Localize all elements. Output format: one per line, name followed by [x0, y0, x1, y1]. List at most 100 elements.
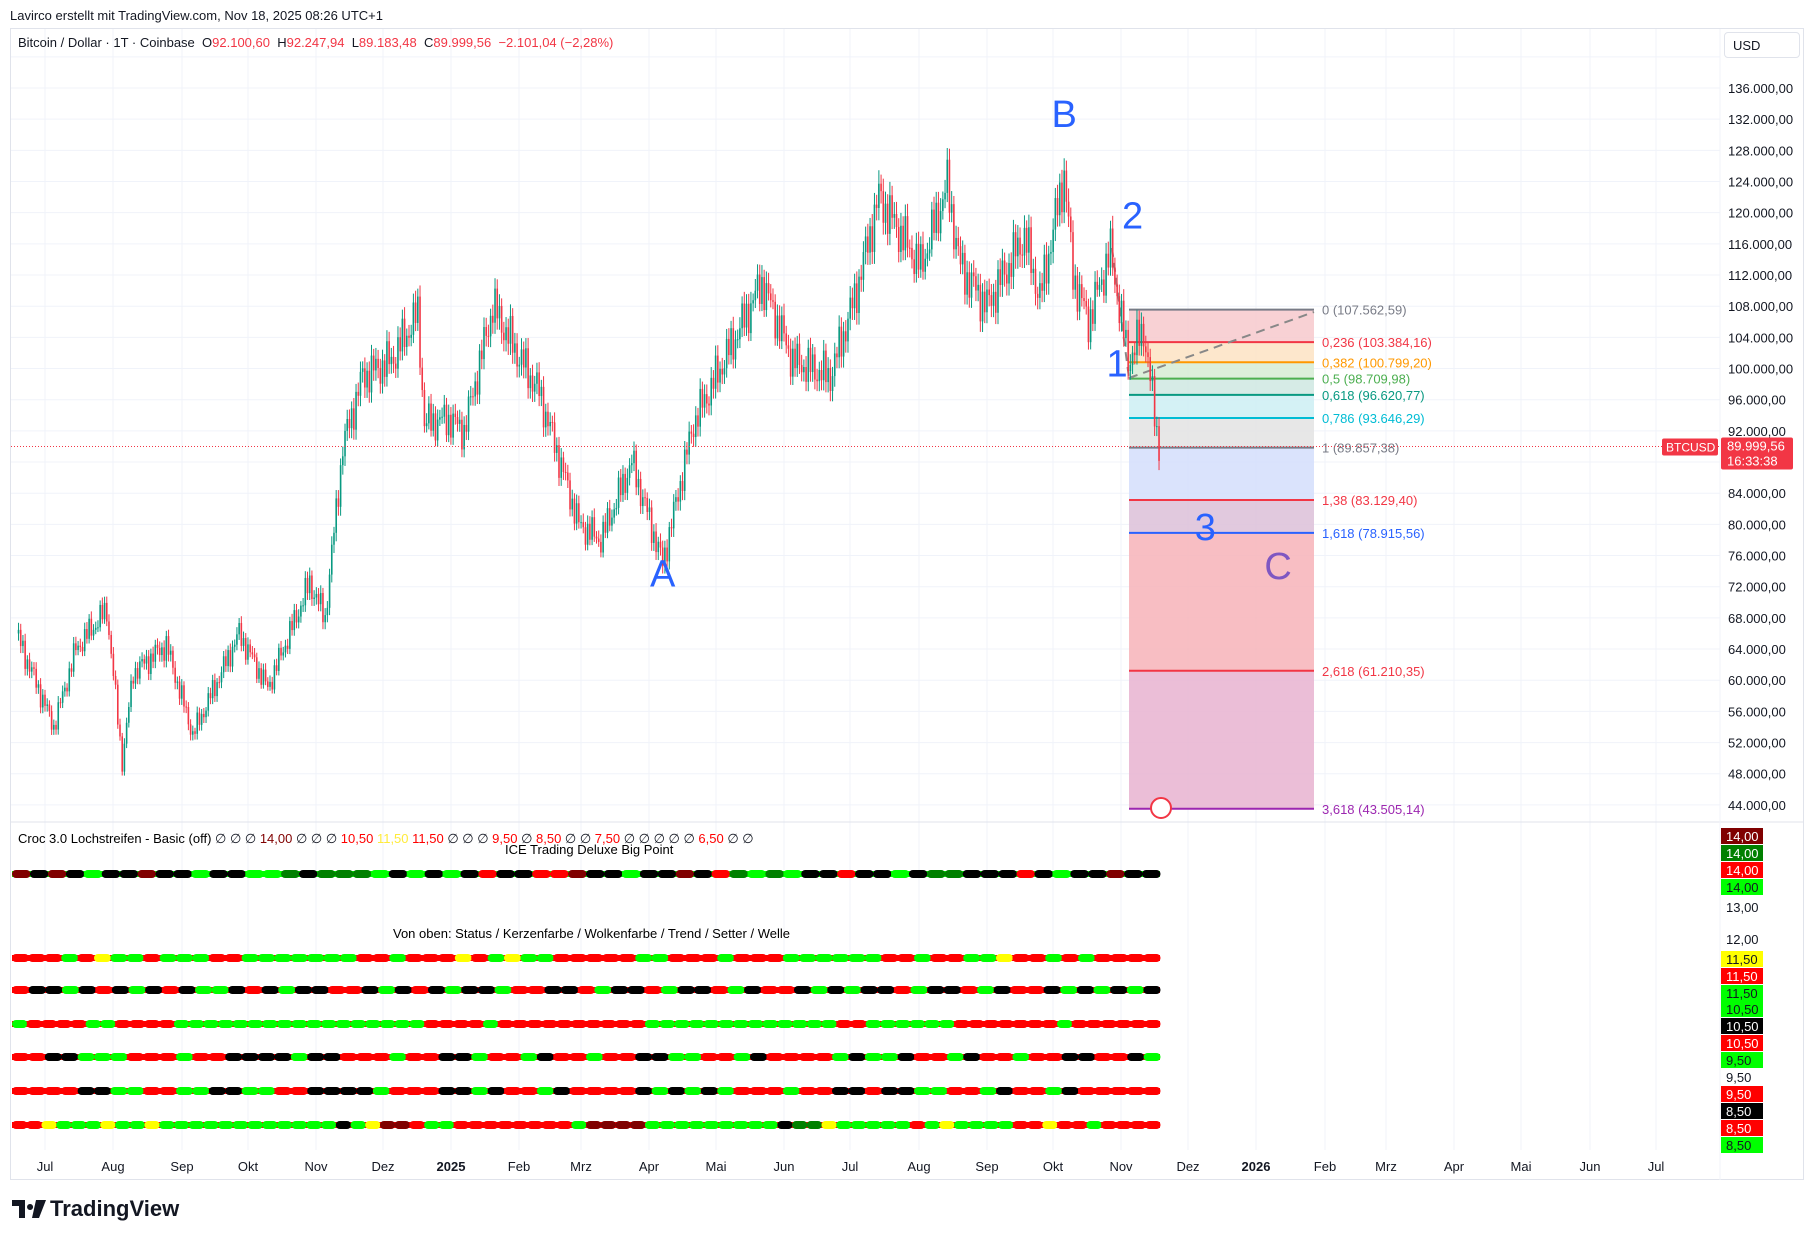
candle-body [1144, 346, 1147, 353]
strip-dot [12, 1087, 29, 1095]
currency-button[interactable]: USD [1724, 32, 1800, 58]
indicator-value: 11,50 [412, 831, 447, 846]
candle-body [809, 347, 812, 373]
indicator-axis-label: 8,50 [1726, 1121, 1751, 1136]
candle-body [589, 523, 591, 540]
candle-body [478, 350, 481, 395]
candle-body [942, 199, 944, 212]
indicator-axis-tag [1721, 1035, 1763, 1051]
candle-body [403, 318, 406, 347]
strip-dot [618, 1087, 636, 1095]
candle-body [1103, 279, 1105, 296]
candle-body [271, 681, 274, 690]
candle-body [125, 722, 128, 744]
strip-dot [245, 870, 264, 878]
candle-body [220, 672, 223, 683]
strip-dot [993, 986, 1011, 994]
strip-dot [512, 1020, 528, 1028]
candle-body [1072, 232, 1074, 290]
strip-dot [453, 1121, 469, 1129]
strip-dot [454, 954, 472, 962]
symbol-tag [1662, 438, 1718, 456]
strip-dot [1012, 1053, 1030, 1061]
strip-dot [409, 1020, 425, 1028]
strip-dot [1060, 986, 1078, 994]
candle-body [262, 669, 265, 685]
strip-dot [311, 986, 329, 994]
candle-body [434, 413, 437, 441]
strip-dot [881, 954, 899, 962]
candle-body [736, 339, 739, 341]
strip-dot [1042, 1020, 1058, 1028]
strip-dot [281, 870, 300, 878]
indicator-name[interactable]: Croc 3.0 Lochstreifen - Basic (off) [18, 831, 215, 846]
candle-body [831, 376, 834, 391]
candle-body [372, 355, 375, 371]
strip-dot [924, 1121, 940, 1129]
strip-dot [468, 1121, 484, 1129]
strip-dot [979, 954, 997, 962]
candle-body [1061, 182, 1063, 213]
strip-dot [684, 1053, 702, 1061]
strip-dot [733, 1053, 751, 1061]
candle-body [686, 449, 688, 455]
candle-body [529, 375, 532, 389]
indicator-axis-tag [1721, 1086, 1763, 1102]
fib-zone [1129, 532, 1314, 671]
candle-body [386, 341, 388, 377]
strip-dot [864, 1087, 882, 1095]
symbol-legend: Bitcoin / Dollar · 1T · Coinbase O92.100… [18, 35, 613, 50]
strip-dot [340, 954, 357, 962]
strip-dot [668, 1053, 685, 1061]
strip-dot [689, 1121, 705, 1129]
candle-body [889, 195, 891, 234]
strip-dot [261, 986, 279, 994]
strip-dot [228, 986, 246, 994]
candle-body [633, 450, 635, 464]
candle-body [873, 204, 876, 252]
strip-dot [1143, 954, 1161, 962]
strip-dot [454, 1087, 472, 1095]
strip-dot [733, 1087, 751, 1095]
strip-dot [744, 986, 762, 994]
candle-body [284, 645, 287, 653]
strip-dot [782, 954, 800, 962]
candle-body [646, 497, 649, 512]
candle-body [1078, 284, 1081, 312]
strip-dot [733, 954, 751, 962]
strip-dot [821, 1020, 837, 1028]
candle-body [697, 415, 699, 427]
strip-dot [651, 954, 669, 962]
candle-body [425, 423, 428, 427]
symbol-title[interactable]: Bitcoin / Dollar · 1T · Coinbase [18, 35, 195, 50]
candle-body [236, 634, 238, 645]
candle-body [977, 284, 979, 291]
candle-body [564, 472, 567, 474]
candle-body [553, 422, 556, 453]
strip-dot [541, 1020, 558, 1028]
strip-dot [914, 1053, 931, 1061]
indicator-value: 9,50 [492, 831, 521, 846]
candle-body [935, 202, 938, 233]
strip-dot [703, 1020, 719, 1028]
strip-dot [836, 1020, 852, 1028]
strip-dot [806, 1020, 822, 1028]
time-axis-label: Jun [1580, 1159, 1601, 1174]
candle-body [302, 605, 304, 607]
fib-zone [1129, 447, 1314, 500]
indicator-value: ∅ [521, 831, 536, 846]
candle-body [825, 350, 827, 383]
candle-body [675, 497, 677, 502]
strip-dot [717, 1053, 735, 1061]
candle-body [1076, 275, 1079, 312]
strip-dot [478, 870, 497, 878]
candle-body [937, 202, 940, 234]
candle-body [895, 214, 898, 228]
indicator-axis-label: 11,50 [1726, 952, 1758, 967]
strip-dot [209, 870, 228, 878]
indicator-axis-label: 10,50 [1726, 1002, 1759, 1017]
candle-body [904, 216, 907, 251]
candle-body [128, 707, 130, 723]
strip-dot [145, 986, 163, 994]
